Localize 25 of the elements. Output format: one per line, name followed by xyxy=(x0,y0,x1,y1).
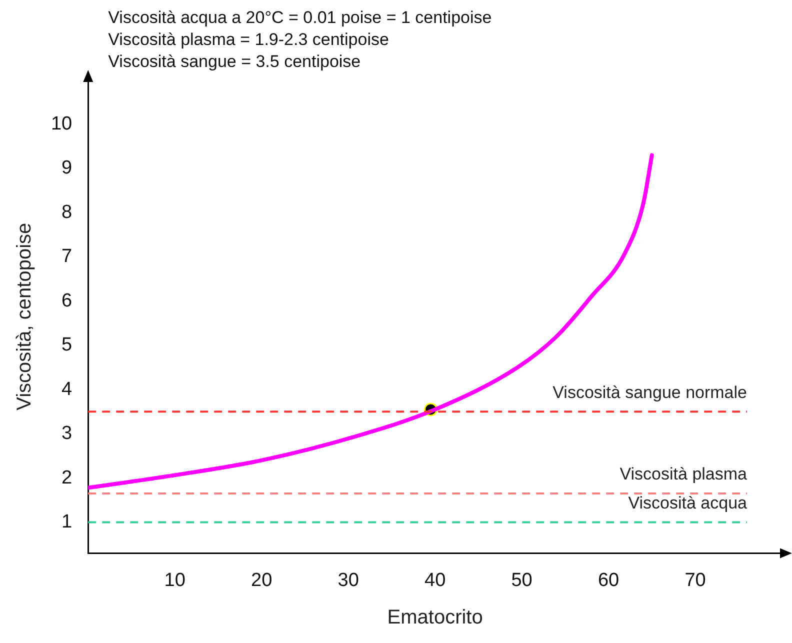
x-axis-title: Ematocrito xyxy=(387,606,483,629)
x-tick-label: 30 xyxy=(338,570,359,591)
x-tick-label: 70 xyxy=(684,570,706,591)
y-tick-label: 7 xyxy=(62,246,72,268)
y-tick-label: 8 xyxy=(62,202,72,223)
y-tick-label: 4 xyxy=(62,378,73,400)
x-tick-label: 20 xyxy=(251,570,272,591)
y-tick-label: 9 xyxy=(62,158,72,179)
ref-line-label: Viscosità acqua xyxy=(628,493,748,512)
text: Viscosità sangue = 3.5 centipoise xyxy=(108,52,361,72)
y-tick-label: 1 xyxy=(62,511,72,532)
y-axis-title: Viscosità, centopoise xyxy=(14,222,36,410)
x-tick-label: 60 xyxy=(598,570,620,591)
ref-line-label: Viscosità plasma xyxy=(620,464,748,484)
ref-line-label: Viscosità sangue normale xyxy=(552,382,747,402)
y-tick-label: 2 xyxy=(62,467,72,488)
y-tick-label: 3 xyxy=(62,423,72,444)
y-tick-label: 5 xyxy=(62,334,72,356)
x-tick-label: 10 xyxy=(164,570,186,591)
x-tick-label: 40 xyxy=(424,570,446,591)
y-tick-label: 6 xyxy=(62,290,72,312)
y-tick-label: 10 xyxy=(50,113,72,134)
x-tick-label: 50 xyxy=(511,570,532,591)
text: Viscosità acqua a 20°C = 0.01 poise = 1 centipoise xyxy=(108,8,492,28)
text: Viscosità plasma = 1.9-2.3 centipoise xyxy=(108,30,389,50)
